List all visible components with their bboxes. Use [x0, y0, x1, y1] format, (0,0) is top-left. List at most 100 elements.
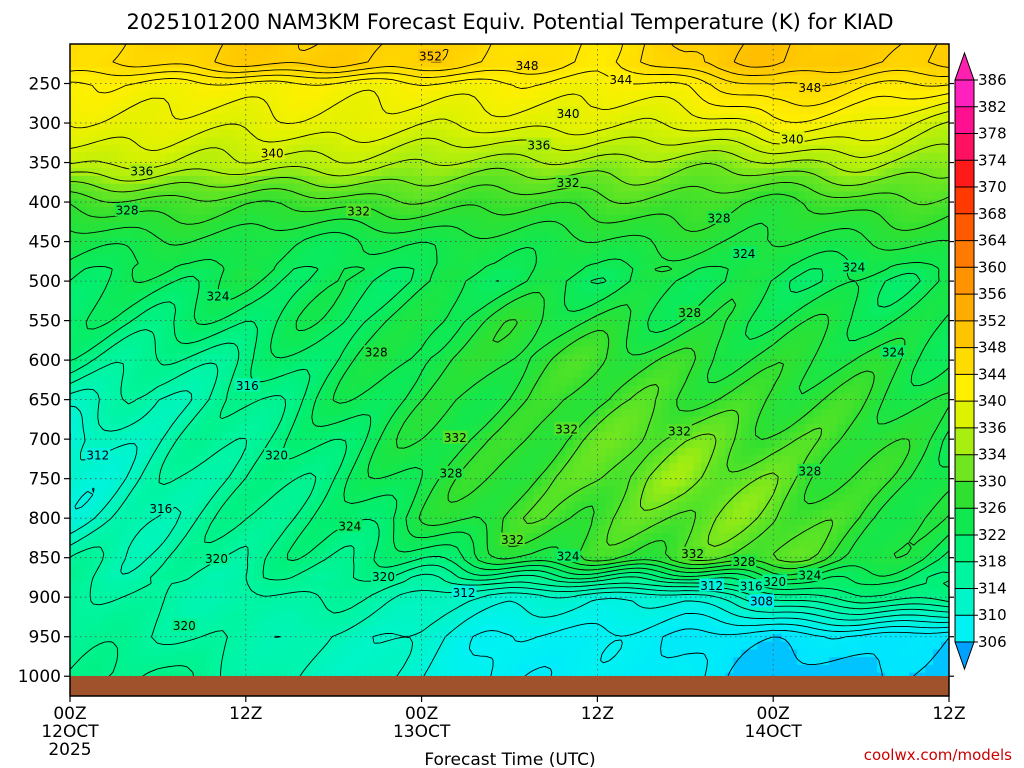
heatmap-cell [237, 307, 247, 317]
heatmap-cell [325, 121, 335, 130]
heatmap-cell [845, 82, 854, 92]
heatmap-cell [309, 175, 319, 185]
heatmap-cell [941, 199, 949, 208]
heatmap-cell [477, 346, 487, 356]
heatmap-cell [70, 75, 79, 84]
heatmap-cell [149, 315, 159, 325]
heatmap-cell [597, 191, 606, 200]
heatmap-cell [925, 59, 934, 68]
heatmap-cell [293, 238, 303, 247]
heatmap-cell [293, 269, 303, 278]
heatmap-cell [861, 307, 870, 317]
heatmap-cell [749, 292, 758, 301]
heatmap-cell [861, 98, 870, 107]
heatmap-cell [133, 331, 143, 340]
heatmap-cell [837, 214, 846, 224]
heatmap-cell [933, 331, 942, 340]
heatmap-cell [661, 175, 670, 185]
heatmap-cell [389, 315, 399, 325]
heatmap-cell [605, 175, 614, 185]
heatmap-cell [645, 67, 654, 76]
heatmap-cell [325, 245, 335, 255]
heatmap-cell [757, 269, 766, 278]
heatmap-cell [277, 214, 287, 224]
heatmap-cell [549, 261, 559, 270]
heatmap-cell [485, 323, 495, 332]
heatmap-cell [493, 113, 503, 123]
heatmap-cell [685, 300, 694, 309]
heatmap-cell [565, 346, 575, 356]
heatmap-cell [285, 82, 295, 92]
heatmap-cell [70, 175, 79, 185]
heatmap-cell [397, 214, 407, 224]
heatmap-cell [133, 44, 143, 53]
heatmap-cell [245, 253, 255, 262]
heatmap-cell [821, 51, 830, 61]
heatmap-cell [765, 160, 774, 169]
heatmap-cell [869, 253, 878, 262]
heatmap-cell [397, 168, 407, 177]
heatmap-cell [517, 238, 527, 247]
heatmap-cell [301, 346, 311, 356]
heatmap-cell [925, 121, 934, 130]
heatmap-cell [461, 168, 471, 177]
heatmap-cell [405, 261, 415, 270]
heatmap-cell [797, 160, 806, 169]
heatmap-cell [845, 51, 854, 61]
heatmap-cell [205, 377, 215, 387]
heatmap-cell [613, 90, 622, 99]
heatmap-cell [781, 106, 790, 115]
heatmap-cell [189, 261, 199, 270]
heatmap-cell [613, 245, 622, 255]
heatmap-cell [325, 191, 335, 200]
heatmap-cell [509, 152, 519, 162]
heatmap-cell [229, 129, 239, 138]
heatmap-cell [613, 129, 622, 138]
heatmap-cell [925, 183, 934, 193]
heatmap-cell [661, 129, 670, 138]
heatmap-cell [733, 377, 742, 387]
heatmap-cell [269, 51, 279, 61]
heatmap-cell [773, 51, 782, 61]
heatmap-cell [333, 370, 343, 379]
heatmap-cell [477, 307, 487, 317]
heatmap-cell [653, 113, 662, 123]
heatmap-cell [325, 214, 335, 224]
heatmap-cell [893, 354, 902, 363]
heatmap-cell [693, 199, 702, 208]
heatmap-cell [741, 144, 750, 154]
heatmap-cell [709, 269, 718, 278]
heatmap-cell [925, 113, 934, 123]
heatmap-cell [205, 346, 215, 356]
heatmap-cell [229, 191, 239, 200]
heatmap-cell [285, 199, 295, 208]
heatmap-cell [605, 90, 614, 99]
heatmap-cell [637, 354, 646, 363]
heatmap-cell [253, 284, 263, 293]
heatmap-cell [597, 207, 606, 216]
heatmap-cell [693, 253, 702, 262]
heatmap-cell [117, 67, 127, 76]
heatmap-cell [885, 90, 894, 99]
heatmap-cell [693, 354, 702, 363]
heatmap-cell [501, 238, 511, 247]
heatmap-cell [733, 370, 742, 379]
heatmap-cell [349, 82, 359, 92]
heatmap-cell [805, 370, 814, 379]
heatmap-cell [573, 82, 583, 92]
heatmap-cell [405, 121, 415, 130]
heatmap-cell [85, 113, 95, 123]
heatmap-cell [605, 292, 614, 301]
heatmap-cell [773, 261, 782, 270]
heatmap-cell [413, 59, 423, 68]
heatmap-cell [805, 90, 814, 99]
heatmap-cell [429, 253, 439, 262]
heatmap-cell [661, 269, 670, 278]
heatmap-cell [277, 175, 287, 185]
heatmap-cell [757, 362, 766, 371]
heatmap-cell [909, 44, 918, 53]
heatmap-cell [613, 230, 622, 239]
heatmap-cell [269, 82, 279, 92]
heatmap-cell [333, 346, 343, 356]
heatmap-cell [469, 346, 479, 356]
